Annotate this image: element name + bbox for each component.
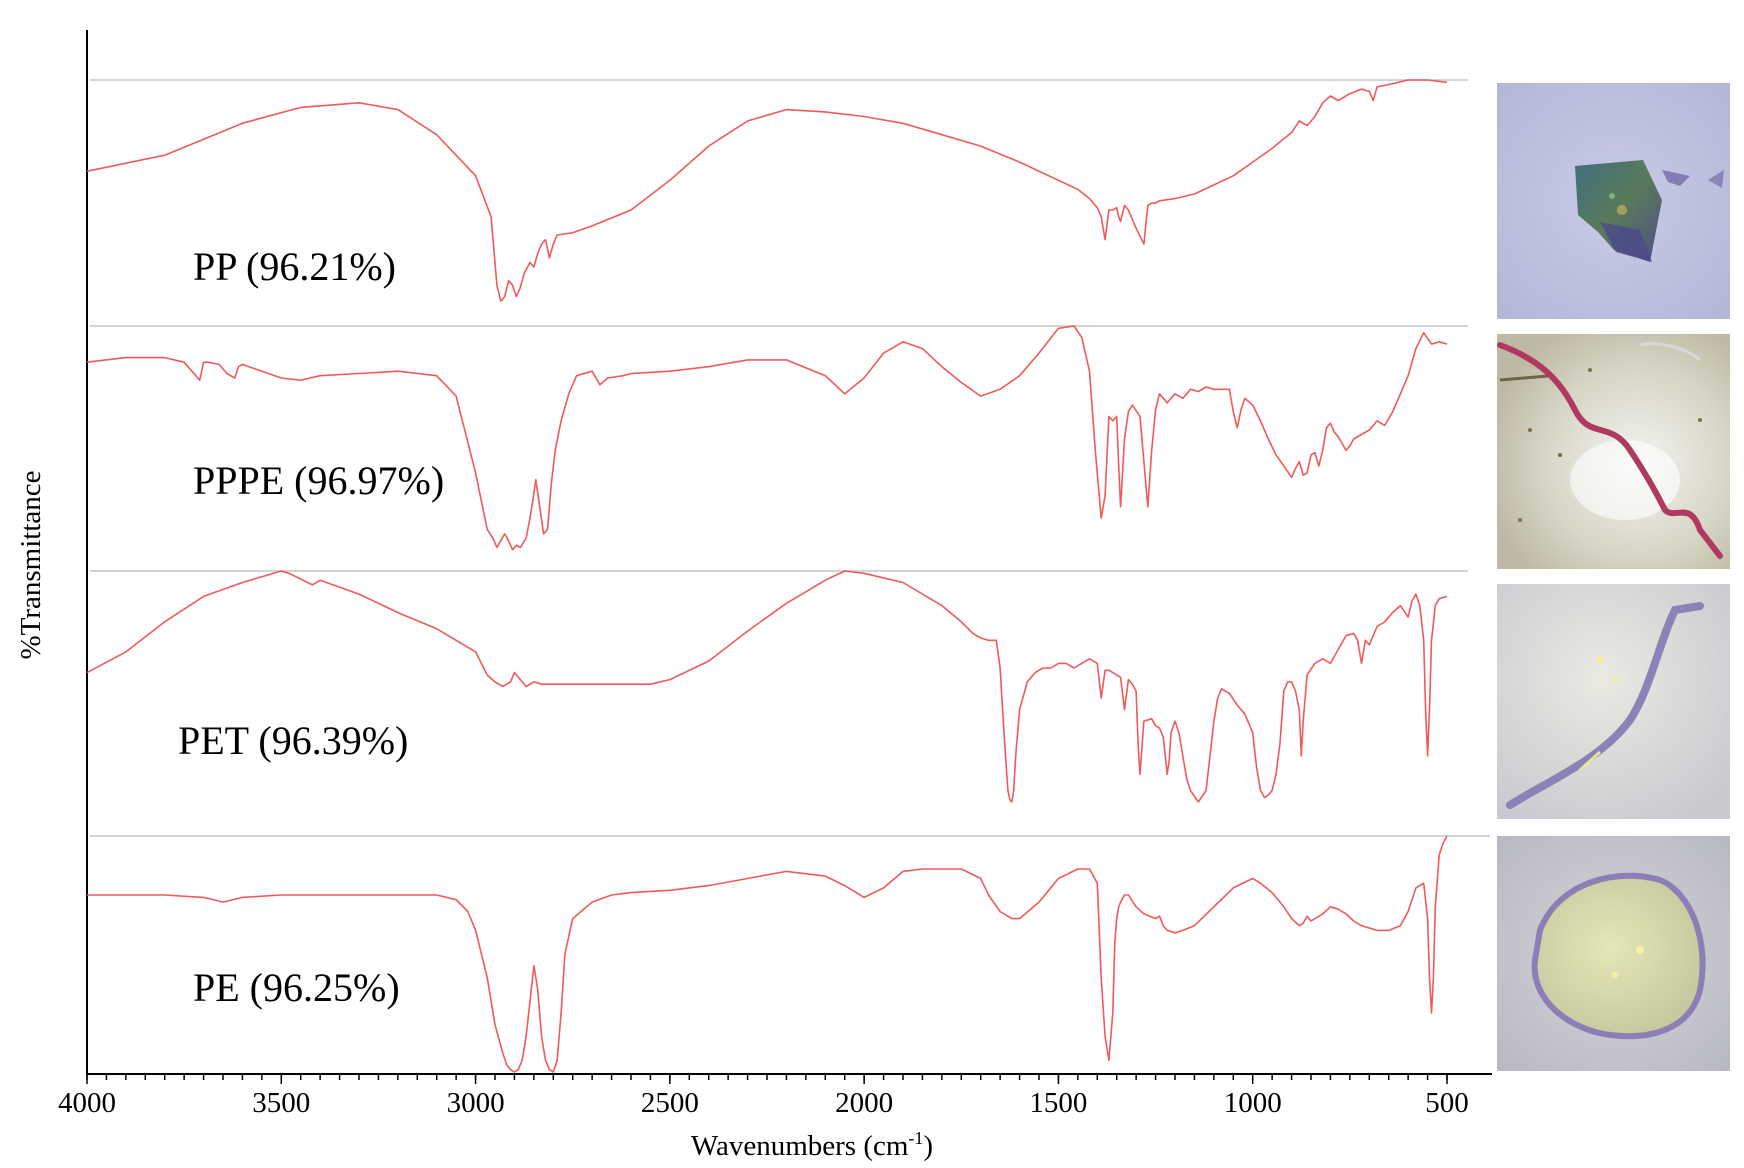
photo-pe bbox=[1497, 836, 1730, 1071]
series-label-pp: PP (96.21%) bbox=[193, 244, 396, 289]
photo-pet bbox=[1497, 584, 1730, 819]
x-tick-labels: 4000 3500 3000 2500 2000 1500 1000 500 bbox=[58, 1087, 1469, 1119]
series-label-pe: PE (96.25%) bbox=[193, 965, 400, 1010]
x-tick-label: 500 bbox=[1425, 1087, 1469, 1119]
x-axis-title-main: Wavenumbers (cm bbox=[691, 1130, 909, 1162]
spectrum-line-3 bbox=[87, 835, 1448, 1073]
spectrum-line-1 bbox=[86, 325, 1448, 551]
x-tick-label: 2000 bbox=[835, 1087, 893, 1119]
x-tick-label: 1000 bbox=[1224, 1087, 1282, 1119]
x-major-ticks bbox=[86, 1074, 1448, 1084]
x-axis-title-end: ) bbox=[923, 1130, 933, 1162]
spectrum-line-0 bbox=[86, 79, 1448, 302]
x-tick-label: 3000 bbox=[447, 1087, 505, 1119]
photo-pppe bbox=[1497, 334, 1730, 569]
x-axis-title-sup: -1 bbox=[908, 1128, 923, 1148]
series-label-pppe: PPPE (96.97%) bbox=[193, 458, 444, 503]
x-tick-label: 1500 bbox=[1029, 1087, 1087, 1119]
photo-pp bbox=[1497, 83, 1730, 319]
spectra-group bbox=[86, 79, 1448, 1073]
spectrum-line-2 bbox=[86, 570, 1448, 803]
x-tick-label: 4000 bbox=[58, 1087, 116, 1119]
x-tick-label: 3500 bbox=[252, 1087, 310, 1119]
x-axis-title: Wavenumbers (cm-1) bbox=[691, 1128, 933, 1162]
series-label-pet: PET (96.39%) bbox=[178, 718, 408, 763]
y-axis-title: %Transmittance bbox=[15, 470, 47, 659]
x-tick-label: 2500 bbox=[641, 1087, 699, 1119]
